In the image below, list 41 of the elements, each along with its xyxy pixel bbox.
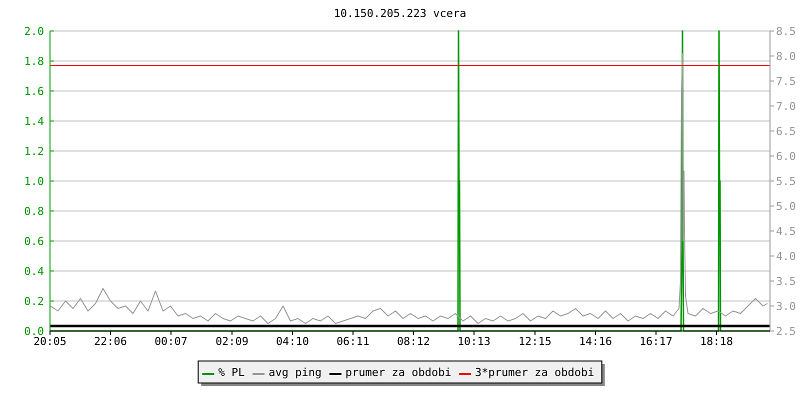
x-tick-label: 18:18 — [700, 335, 734, 348]
legend-label: % PL — [218, 366, 246, 379]
legend-label: 3*prumer za obdobi — [475, 366, 594, 379]
y-tick-label: 1.0 — [24, 175, 44, 188]
x-tick-label: 10:13 — [457, 335, 491, 348]
y-tick-label: 0.2 — [24, 295, 44, 308]
x-tick-label: 04:10 — [276, 335, 310, 348]
y-tick-label: 0.0 — [24, 325, 44, 338]
y2-tick-label: 6.5 — [776, 125, 796, 138]
y2-tick-label: 3.0 — [776, 300, 796, 313]
legend-label: prumer za obdobi — [345, 366, 452, 379]
y2-tick-label: 5.0 — [776, 200, 796, 213]
y-tick-label: 0.6 — [24, 235, 44, 248]
y-tick-label: 1.8 — [24, 55, 44, 68]
y-tick-label: 1.6 — [24, 85, 44, 98]
x-tick-label: 02:09 — [215, 335, 249, 348]
y2-tick-label: 8.0 — [776, 50, 796, 63]
y2-tick-label: 2.5 — [776, 325, 796, 338]
y2-tick-label: 4.0 — [776, 250, 796, 263]
x-tick-label: 06:11 — [336, 335, 370, 348]
x-tick-label: 16:17 — [639, 335, 673, 348]
y2-tick-label: 7.5 — [776, 75, 796, 88]
y2-tick-label: 7.0 — [776, 100, 796, 113]
y-tick-label: 1.2 — [24, 145, 44, 158]
y-tick-label: 2.0 — [24, 25, 44, 38]
x-tick-label: 08:12 — [396, 335, 430, 348]
legend-label: avg ping — [268, 366, 322, 379]
x-tick-label: 20:05 — [33, 335, 67, 348]
y2-tick-label: 6.0 — [776, 150, 796, 163]
y2-tick-label: 3.5 — [776, 275, 796, 288]
y-tick-label: 0.8 — [24, 205, 44, 218]
x-tick-label: 00:07 — [154, 335, 188, 348]
y2-tick-label: 4.5 — [776, 225, 796, 238]
y-tick-label: 0.4 — [24, 265, 44, 278]
x-tick-label: 12:15 — [518, 335, 552, 348]
x-tick-label: 14:16 — [578, 335, 612, 348]
y2-tick-label: 8.5 — [776, 25, 796, 38]
y-tick-label: 1.4 — [24, 115, 44, 128]
x-tick-label: 22:06 — [94, 335, 128, 348]
y2-tick-label: 5.5 — [776, 175, 796, 188]
chart-title: 10.150.205.223 vcera — [334, 7, 466, 20]
